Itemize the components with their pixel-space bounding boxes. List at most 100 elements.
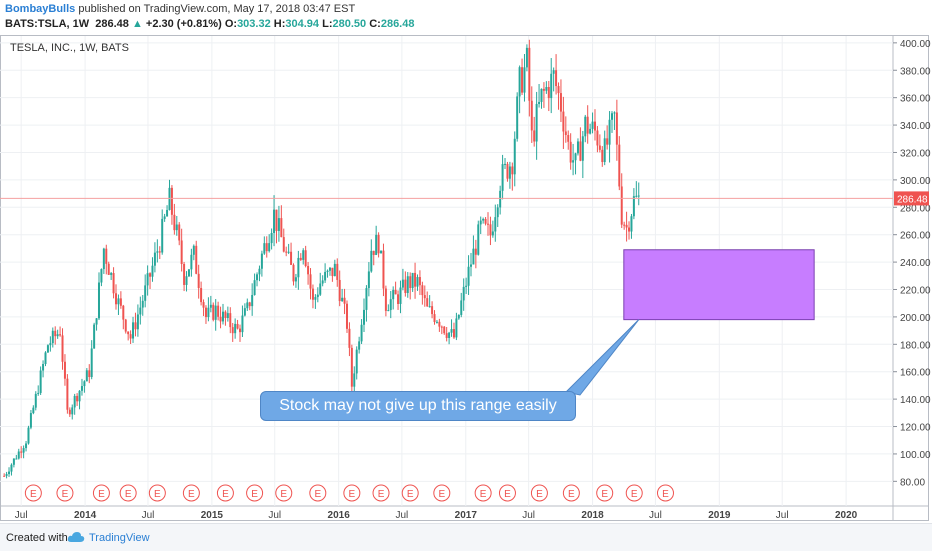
candle-body[interactable] [550,73,553,99]
candle-body[interactable] [221,311,224,322]
candle-body[interactable] [161,218,164,253]
tradingview-link[interactable]: TradingView [89,532,150,544]
candle-body[interactable] [263,243,266,254]
candle-body[interactable] [450,329,453,333]
candle-body[interactable] [129,334,132,339]
earnings-marker[interactable] [246,484,264,502]
candle-body[interactable] [153,252,156,266]
candle-body[interactable] [141,300,144,308]
candle-body[interactable] [15,458,18,460]
candle-body[interactable] [438,321,441,327]
candle-body[interactable] [423,295,426,299]
candle-body[interactable] [299,257,302,260]
candle-body[interactable] [545,86,548,91]
candle-body[interactable] [338,279,341,302]
candle-body[interactable] [618,144,621,187]
candle-body[interactable] [187,269,190,277]
candle-body[interactable] [440,326,443,328]
candle-body[interactable] [448,332,451,338]
candle-body[interactable] [630,216,633,232]
earnings-marker[interactable] [401,484,419,502]
candle-body[interactable] [372,250,375,255]
candle-body[interactable] [348,328,351,348]
candle-body[interactable] [358,341,361,350]
candle-body[interactable] [479,220,482,225]
candle-body[interactable] [328,267,331,271]
candle-body[interactable] [530,100,533,131]
candle-body[interactable] [576,141,579,154]
price-chart[interactable]: 80.00 100.00 120.00 140.00 160.00 180.00 200.0… [0,0,932,522]
candle-body[interactable] [547,86,550,99]
candle-body[interactable] [324,271,327,281]
candle-body[interactable] [285,251,288,253]
candle-body[interactable] [270,232,273,244]
candle-body[interactable] [61,335,64,362]
candle-body[interactable] [139,307,142,315]
candle-body[interactable] [256,274,259,281]
candle-body[interactable] [603,138,606,163]
candle-body[interactable] [489,224,492,236]
candle-body[interactable] [105,248,108,264]
candle-body[interactable] [494,217,497,232]
candle-body[interactable] [185,276,188,285]
earnings-marker[interactable] [530,484,548,502]
candle-body[interactable] [341,297,344,302]
candle-body[interactable] [506,163,509,179]
candle-body[interactable] [8,471,11,475]
candle-body[interactable] [496,207,499,218]
candle-body[interactable] [426,298,429,307]
candle-body[interactable] [567,135,570,142]
candle-body[interactable] [392,289,395,300]
earnings-marker[interactable] [498,484,516,502]
candle-body[interactable] [511,166,514,175]
candle-body[interactable] [389,299,392,311]
candle-body[interactable] [277,218,280,231]
candle-body[interactable] [564,131,567,136]
candle-body[interactable] [421,285,424,296]
candle-body[interactable] [29,413,32,428]
candle-body[interactable] [5,474,8,476]
candle-body[interactable] [414,272,417,287]
candle-body[interactable] [248,302,251,307]
candle-body[interactable] [542,88,545,91]
candle-body[interactable] [523,67,526,93]
candle-body[interactable] [207,307,210,318]
earnings-marker[interactable] [372,484,390,502]
candle-body[interactable] [538,101,541,104]
candle-body[interactable] [596,130,599,146]
candle-body[interactable] [452,329,455,338]
candle-body[interactable] [482,218,485,221]
candle-body[interactable] [20,451,23,453]
candle-body[interactable] [39,370,42,393]
candle-body[interactable] [115,293,118,305]
candle-body[interactable] [557,86,560,94]
candle-body[interactable] [146,273,149,286]
candle-body[interactable] [572,160,575,163]
candle-body[interactable] [428,306,431,308]
candle-body[interactable] [297,257,300,278]
candle-body[interactable] [591,121,594,129]
earnings-marker[interactable] [119,484,137,502]
candle-body[interactable] [326,270,329,272]
candle-body[interactable] [49,343,52,346]
candle-body[interactable] [10,464,13,472]
candle-body[interactable] [331,267,334,277]
candle-body[interactable] [37,392,40,394]
candle-body[interactable] [183,264,186,285]
candle-body[interactable] [265,243,268,252]
candle-body[interactable] [93,324,96,349]
annotation-callout[interactable]: Stock may not give up this range easily [260,391,576,421]
candle-body[interactable] [168,187,171,210]
candle-body[interactable] [163,216,166,219]
earnings-marker[interactable] [343,484,361,502]
candle-body[interactable] [219,316,222,322]
earnings-marker[interactable] [148,484,166,502]
candle-body[interactable] [355,349,358,374]
candle-body[interactable] [34,393,37,408]
candle-body[interactable] [226,313,229,319]
candle-body[interactable] [243,308,246,316]
candle-body[interactable] [472,248,475,265]
candle-body[interactable] [119,298,122,306]
candle-body[interactable] [467,266,470,286]
